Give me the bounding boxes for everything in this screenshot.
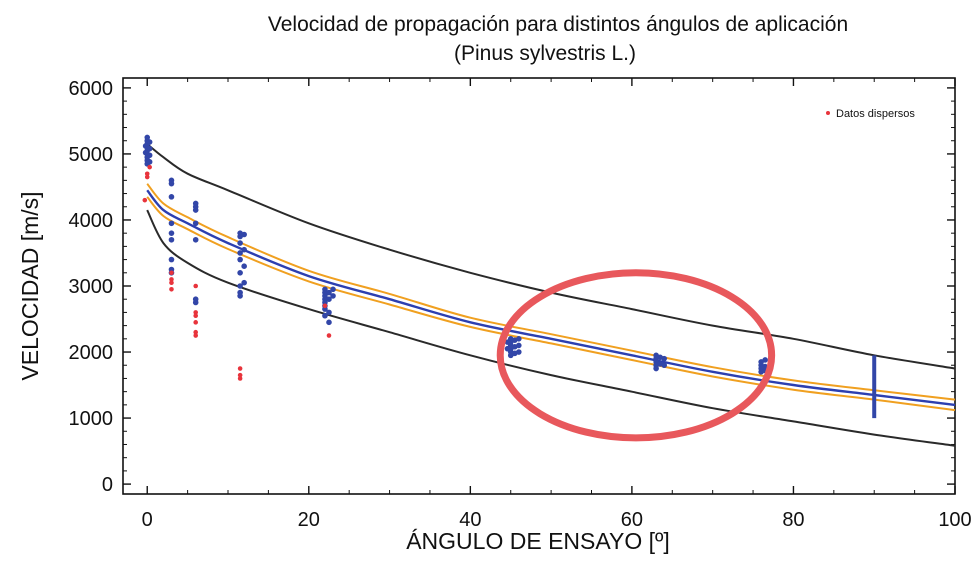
outlier-point <box>326 333 332 338</box>
data-point <box>322 306 328 312</box>
data-point <box>192 220 199 227</box>
data-point <box>241 246 247 253</box>
data-point <box>168 236 175 243</box>
data-point <box>504 339 511 345</box>
data-point <box>146 139 153 145</box>
y-tick-label: 3000 <box>69 276 114 298</box>
chart-title: Velocidad de propagación para distintos … <box>268 13 848 36</box>
data-point <box>237 250 243 256</box>
data-point <box>192 236 199 243</box>
data-point <box>762 357 768 363</box>
curve-prediction-upper <box>146 143 956 370</box>
data-point <box>504 345 511 352</box>
data-point <box>330 286 336 293</box>
outlier-point <box>237 372 243 378</box>
x-tick-label: 20 <box>298 509 320 531</box>
data-point <box>192 299 199 306</box>
data-point <box>168 194 175 200</box>
data-point <box>237 283 243 289</box>
y-axis-label: VELOCIDAD [m/s] <box>17 191 43 380</box>
outlier-point <box>193 333 198 338</box>
outlier-point <box>144 174 150 180</box>
data-point <box>142 143 149 149</box>
annotation-layer <box>496 269 776 442</box>
curve-confidence-lower <box>146 196 956 412</box>
data-point <box>661 355 668 362</box>
y-tick-label: 2000 <box>69 342 114 364</box>
data-point <box>237 293 243 299</box>
data-point <box>237 269 243 276</box>
outlier-point <box>193 329 198 335</box>
outlier-point <box>322 303 328 309</box>
data-point <box>192 207 199 213</box>
outlier-point <box>237 376 243 381</box>
data-point <box>146 145 153 152</box>
y-tick-label: 6000 <box>69 78 114 100</box>
x-tick-label: 80 <box>782 509 804 531</box>
legend-marker <box>826 111 830 115</box>
data-point <box>168 256 175 263</box>
data-point <box>146 152 153 159</box>
data-point <box>516 336 522 342</box>
data-point <box>168 230 175 236</box>
y-tick-label: 1000 <box>69 408 114 430</box>
data-point <box>237 256 243 263</box>
outlier-point <box>193 310 198 315</box>
data-point <box>326 319 332 326</box>
outlier-point <box>147 164 152 170</box>
x-axis: 0 20 40 60 80 100 <box>142 78 972 531</box>
data-point <box>237 240 243 246</box>
data-point <box>322 312 328 319</box>
data-point <box>168 220 175 227</box>
chart-subtitle: (Pinus sylvestris L.) <box>454 42 636 65</box>
curve-prediction-lower <box>146 209 956 447</box>
outlier-point <box>169 277 174 282</box>
data-point <box>241 263 247 269</box>
data-point <box>326 296 332 303</box>
y-axis: 0 1000 2000 3000 4000 5000 6000 <box>69 78 955 496</box>
y-tick-label: 4000 <box>69 210 114 232</box>
x-tick-label: 60 <box>621 509 643 531</box>
highlight-ellipse <box>496 269 776 442</box>
outlier-point <box>142 197 148 203</box>
outlier-point <box>193 283 198 289</box>
y-tick-label: 0 <box>102 474 113 496</box>
outlier-point <box>169 270 174 276</box>
x-tick-label: 40 <box>459 509 481 531</box>
data-point <box>653 365 659 372</box>
points-layer <box>142 134 877 419</box>
data-point <box>168 180 175 187</box>
data-point <box>142 149 149 156</box>
outlier-point <box>169 287 174 292</box>
data-point <box>241 279 247 286</box>
x-axis-label: ÁNGULO DE ENSAYO [º] <box>406 528 670 554</box>
outlier-point <box>144 171 150 177</box>
y-tick-label: 5000 <box>69 144 114 166</box>
data-point <box>241 231 247 238</box>
outlier-point <box>193 320 198 325</box>
x-tick-label: 100 <box>938 509 971 531</box>
x-tick-label: 0 <box>142 509 153 531</box>
outlier-point <box>237 366 243 371</box>
data-point <box>330 293 336 299</box>
legend: Datos dispersos <box>826 108 915 120</box>
data-point <box>516 342 522 349</box>
data-point <box>326 309 332 316</box>
outlier-point <box>169 280 174 285</box>
outlier-point <box>193 313 198 319</box>
data-point <box>146 159 153 165</box>
data-point <box>326 289 332 296</box>
data-point <box>516 349 522 355</box>
data-point <box>661 362 668 369</box>
legend-label: Datos dispersos <box>836 108 915 120</box>
plot-frame <box>122 77 956 495</box>
curve-layer <box>146 143 956 447</box>
curve-fit <box>146 189 956 407</box>
